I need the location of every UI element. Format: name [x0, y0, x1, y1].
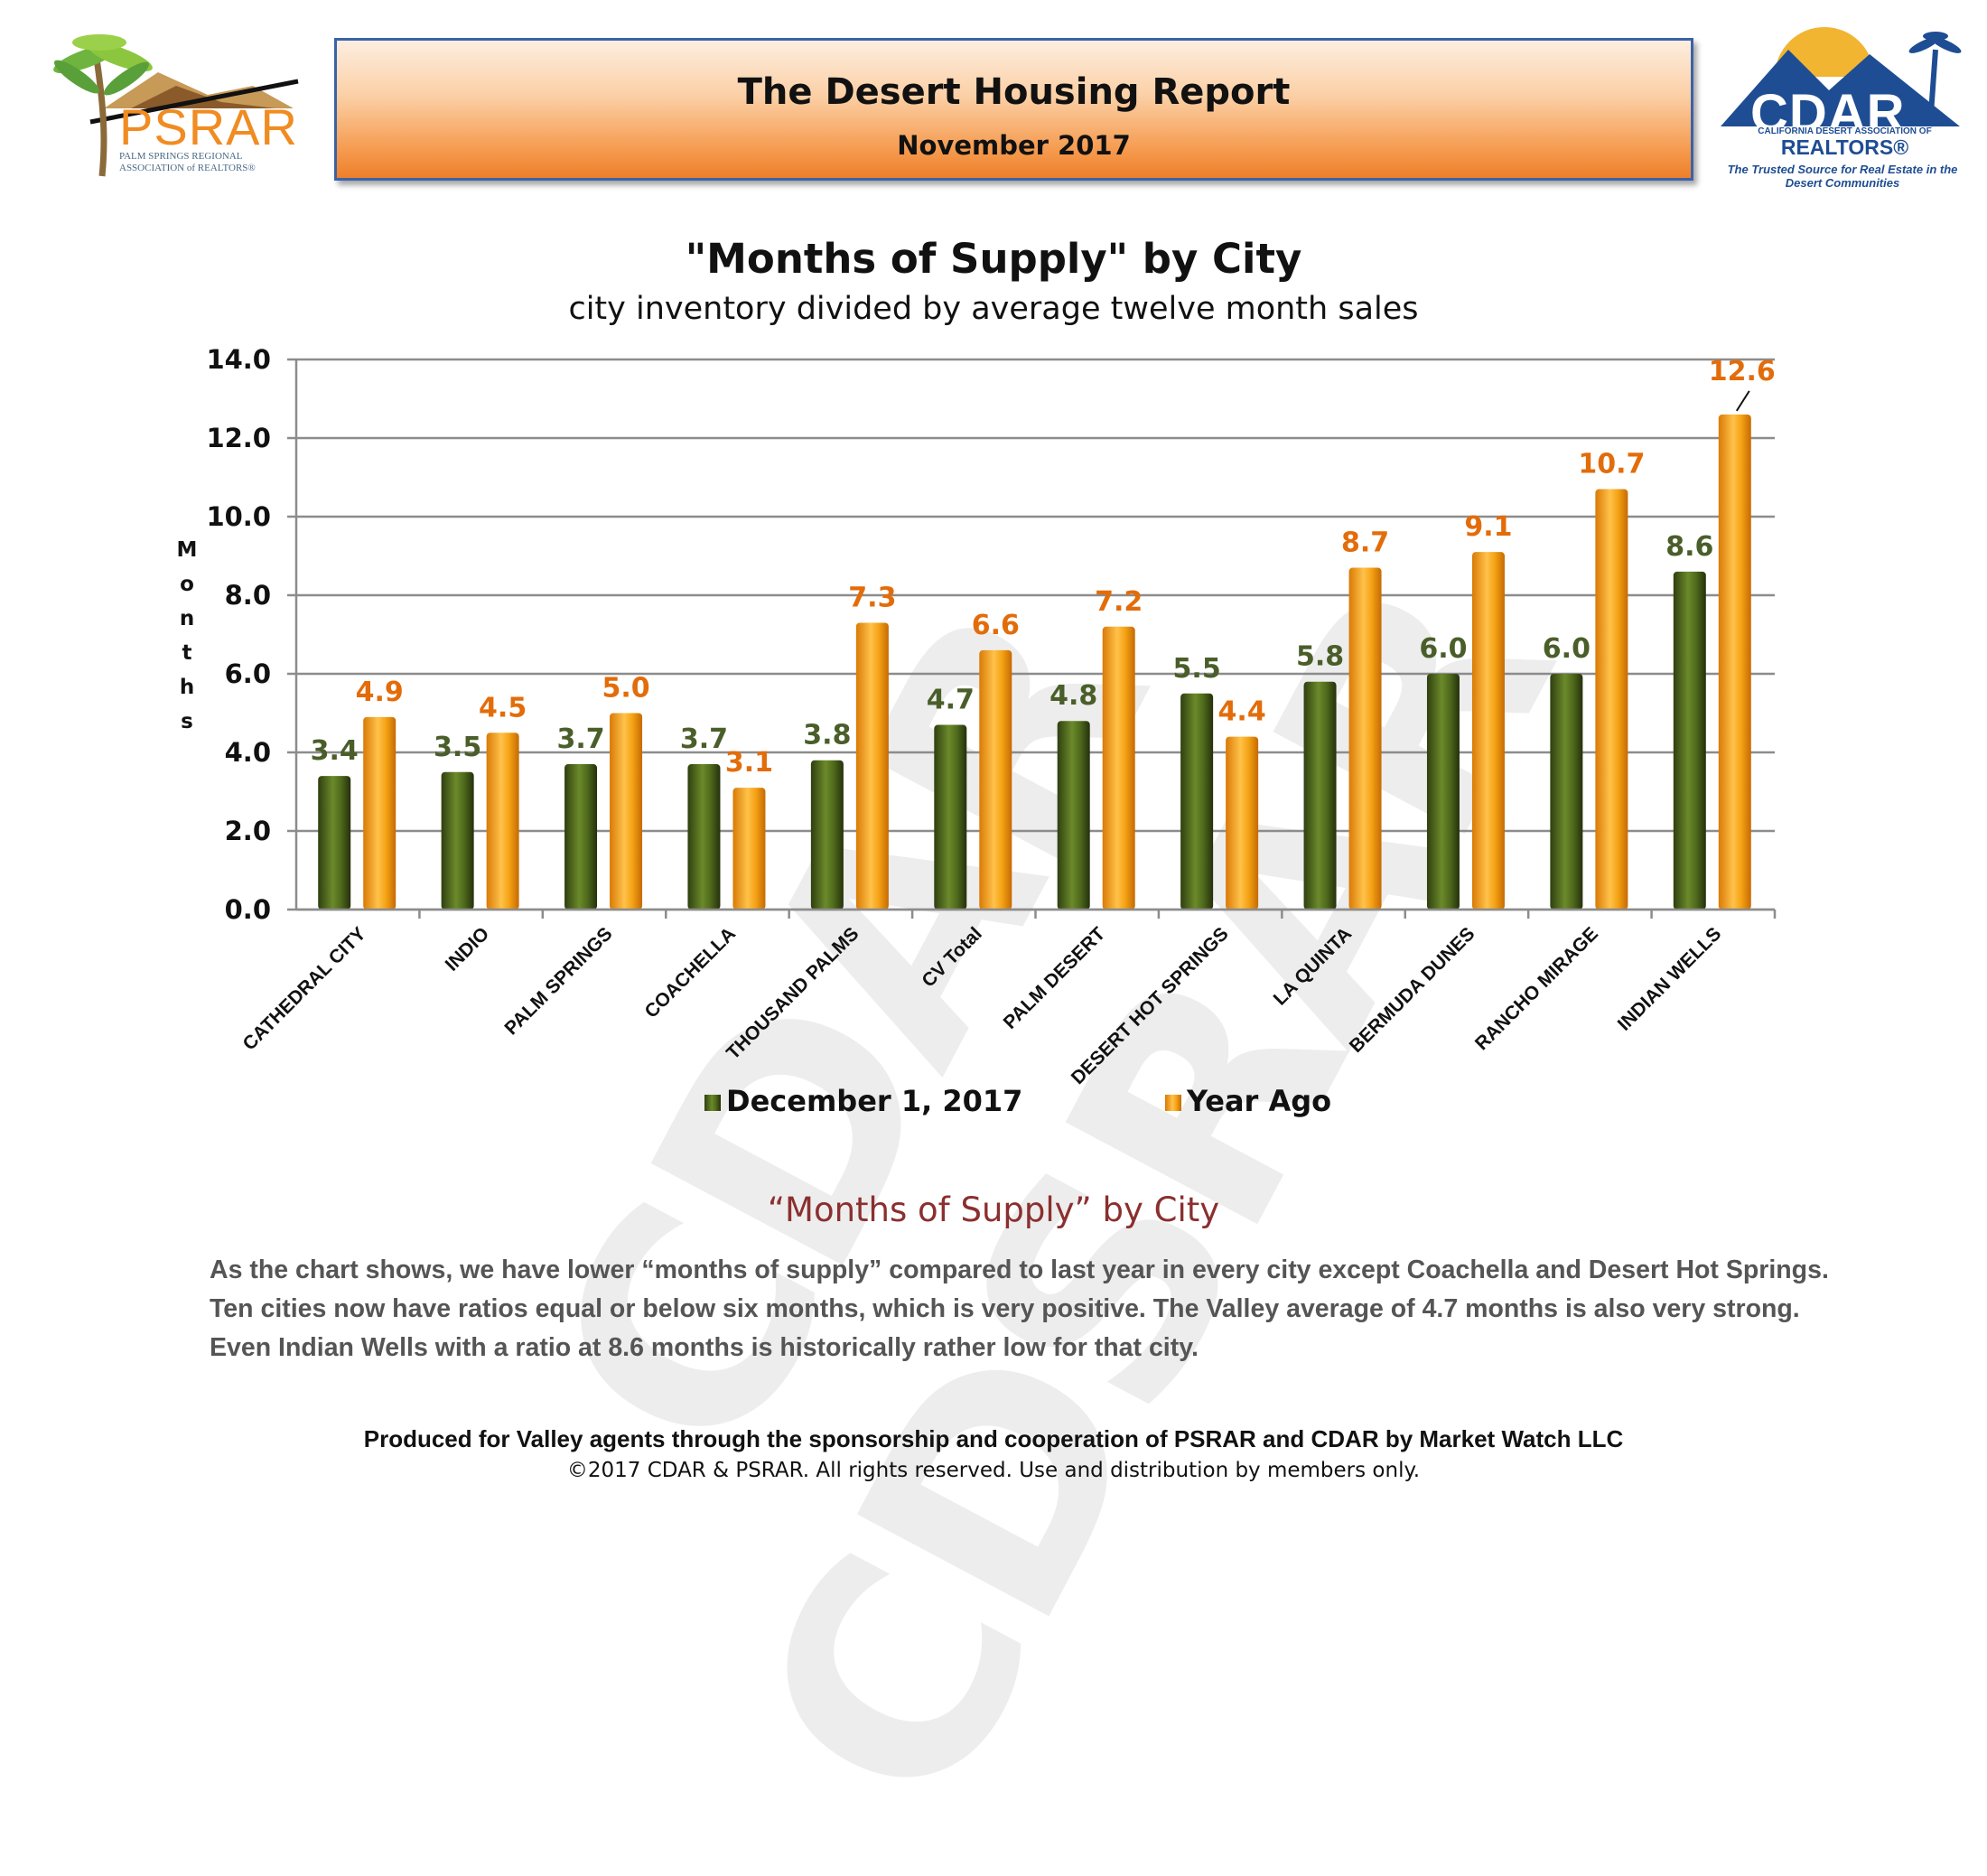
bar-december-2017	[441, 771, 474, 910]
bar-december-2017	[1180, 693, 1214, 910]
bar-december-2017	[1303, 681, 1337, 910]
x-category-label: THOUSAND PALMS	[723, 923, 863, 1063]
data-label: 4.4	[1218, 696, 1266, 728]
y-tick-label: 12.0	[206, 423, 271, 453]
bar-year-ago	[1226, 736, 1259, 910]
data-label-leader	[1735, 390, 1750, 412]
data-label: 6.0	[1419, 633, 1467, 665]
data-label: 7.2	[1095, 586, 1143, 618]
y-tick-label: 0.0	[225, 894, 271, 925]
bar-december-2017	[1426, 674, 1460, 910]
data-label: 9.1	[1464, 511, 1512, 543]
report-title: The Desert Housing Report	[737, 71, 1291, 113]
data-label: 6.0	[1543, 633, 1591, 665]
cdar-logo-text: CDAR	[1750, 84, 1906, 143]
report-banner: The Desert Housing Report November 2017	[334, 38, 1693, 181]
footer-copyright: ©2017 CDAR & PSRAR. All rights reserved.…	[566, 1459, 1421, 1482]
data-label: 3.7	[556, 723, 604, 755]
data-label: 3.5	[434, 732, 481, 763]
bar-year-ago	[486, 733, 519, 910]
legend-label-year-ago: Year Ago	[1186, 1084, 1331, 1118]
cdar-logo-assoc: CALIFORNIA DESERT ASSOCIATION OF	[1758, 126, 1932, 136]
commentary-body: As the chart shows, we have lower “month…	[210, 1255, 1829, 1362]
bar-december-2017	[934, 724, 967, 910]
chart-title: "Months of Supply" by City	[685, 235, 1302, 283]
data-label: 3.7	[680, 723, 728, 755]
data-label: 6.6	[972, 610, 1020, 641]
bar-year-ago	[732, 788, 766, 910]
y-tick-label: 6.0	[225, 658, 271, 689]
bar-year-ago	[1718, 414, 1751, 910]
data-label: 3.4	[311, 735, 359, 767]
psrar-logo	[53, 34, 299, 177]
x-category-label: INDIO	[442, 923, 494, 975]
bar-year-ago	[1471, 552, 1505, 910]
y-tick-label: 2.0	[225, 816, 271, 846]
bar-december-2017	[318, 776, 351, 910]
bar-year-ago	[1595, 489, 1628, 910]
bar-year-ago	[979, 649, 1012, 910]
bar-december-2017	[564, 764, 598, 910]
y-tick-label: 10.0	[206, 501, 271, 532]
cdar-logo-realtors: REALTORS®	[1780, 135, 1909, 159]
bar-december-2017	[1673, 571, 1706, 910]
x-category-label: CV Total	[918, 923, 985, 991]
y-tick-label: 14.0	[206, 344, 271, 375]
x-category-label: RANCHO MIRAGE	[1471, 923, 1602, 1054]
data-label: 4.8	[1049, 680, 1097, 712]
data-label: 8.6	[1665, 531, 1713, 563]
bar-december-2017	[810, 760, 844, 910]
x-category-label: BERMUDA DUNES	[1346, 923, 1479, 1057]
data-label: 4.7	[927, 685, 975, 716]
bar-year-ago	[1348, 567, 1382, 910]
data-label: 7.3	[848, 582, 896, 613]
x-category-label: INDIAN WELLS	[1614, 923, 1726, 1035]
y-tick-label: 8.0	[225, 580, 271, 611]
x-category-label: LA QUINTA	[1270, 923, 1356, 1009]
psrar-logo-tagline: PALM SPRINGS REGIONAL ASSOCIATION of REA…	[119, 151, 256, 173]
data-label: 3.1	[725, 747, 773, 779]
y-tick-label: 4.0	[225, 737, 271, 768]
bar-year-ago	[610, 713, 643, 910]
x-category-label: COACHELLA	[641, 923, 740, 1022]
legend-swatch-year-ago	[1165, 1095, 1181, 1111]
bar-year-ago	[855, 622, 889, 910]
data-label: 8.7	[1341, 527, 1389, 559]
footer-produced-by: Produced for Valley agents through the s…	[363, 1425, 1624, 1452]
data-label: 12.6	[1709, 356, 1776, 387]
x-category-label: PALM DESERT	[1000, 923, 1110, 1033]
data-label: 10.7	[1578, 449, 1645, 481]
cdar-logo	[1721, 27, 1962, 127]
x-category-label: PALM SPRINGS	[500, 923, 616, 1039]
bar-december-2017	[687, 764, 721, 910]
chart-subtitle: city inventory divided by average twelve…	[568, 291, 1419, 327]
data-label: 5.8	[1296, 641, 1344, 673]
cdar-logo-tagline: The Trusted Source for Real Estate in th…	[1727, 163, 1958, 190]
data-label: 5.5	[1173, 653, 1221, 685]
data-label: 5.0	[602, 673, 649, 705]
psrar-logo-text: PSRAR	[119, 98, 298, 155]
bar-year-ago	[1102, 626, 1135, 910]
commentary-heading: “Months of Supply” by City	[767, 1190, 1220, 1229]
bar-december-2017	[1057, 721, 1090, 910]
data-label: 4.9	[356, 677, 404, 708]
bar-december-2017	[1550, 674, 1583, 910]
x-category-label: CATHEDRAL CITY	[239, 923, 370, 1054]
report-date: November 2017	[897, 130, 1131, 161]
bar-chart: 3.44.93.54.53.75.03.73.13.87.34.76.64.87…	[206, 344, 1777, 1118]
legend-label-december-2017: December 1, 2017	[726, 1084, 1022, 1118]
data-label: 3.8	[803, 720, 851, 751]
bar-year-ago	[363, 716, 396, 910]
data-label: 4.5	[479, 692, 527, 723]
legend-swatch-december-2017	[704, 1095, 721, 1111]
